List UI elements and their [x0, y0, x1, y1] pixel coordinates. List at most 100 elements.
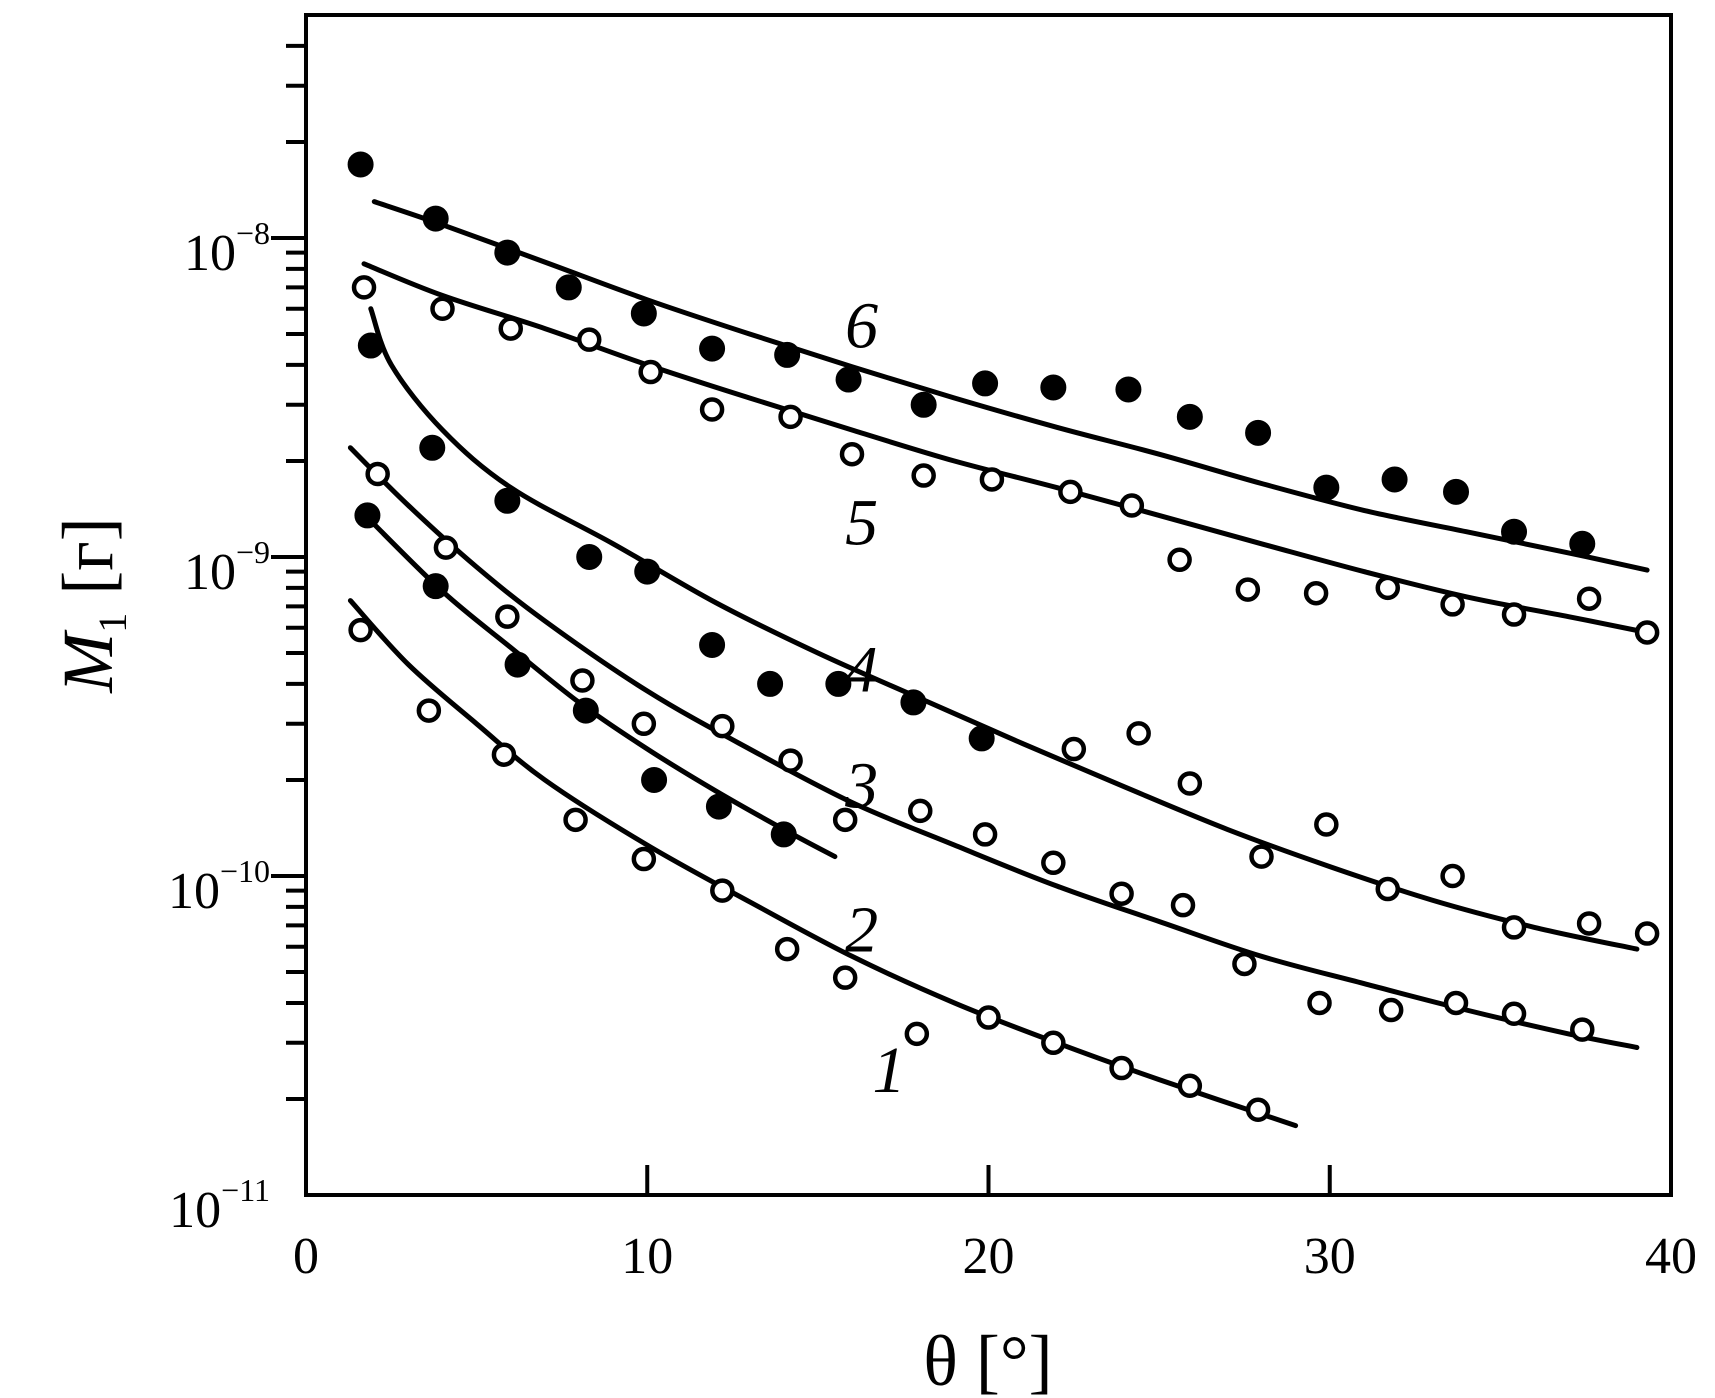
data-point-1	[1177, 1073, 1203, 1099]
data-point-5	[1119, 493, 1145, 518]
data-point-5	[699, 397, 725, 422]
data-point-3	[1170, 892, 1196, 918]
data-point-5	[1235, 577, 1261, 602]
data-point-3	[1378, 997, 1404, 1023]
data-point-2	[770, 821, 797, 848]
data-point-3	[433, 535, 459, 560]
data-point-6	[1569, 530, 1596, 557]
data-point-6	[422, 205, 449, 232]
data-point-5	[638, 359, 663, 385]
data-point-6	[1176, 403, 1203, 430]
data-point-4	[1177, 771, 1203, 796]
y-axis-unit: [г]	[48, 517, 128, 594]
data-point-1	[832, 965, 858, 990]
y-tick-label: 10−9	[184, 534, 270, 601]
data-point-4	[1440, 863, 1465, 889]
data-point-3	[908, 798, 933, 824]
data-point-1	[416, 698, 442, 723]
data-point-5	[1058, 479, 1083, 505]
data-point-1	[348, 617, 373, 643]
data-point-4	[825, 670, 852, 697]
data-point-4	[494, 487, 521, 514]
data-point-5	[1440, 592, 1465, 617]
data-point-5	[576, 327, 602, 352]
data-point-5	[430, 296, 455, 321]
data-point-6	[1245, 419, 1272, 446]
data-point-3	[365, 461, 390, 487]
y-axis-title: M1 [г]	[48, 517, 135, 693]
data-point-6	[1381, 466, 1408, 493]
curve-label-4: 4	[845, 634, 878, 707]
data-point-5	[778, 404, 803, 430]
data-point-1	[563, 807, 588, 833]
data-point-5	[1576, 586, 1602, 611]
data-point-3	[1443, 990, 1469, 1016]
data-point-5	[911, 463, 936, 488]
data-point-5	[1375, 575, 1401, 601]
data-point-4	[1634, 921, 1660, 946]
data-point-3	[1041, 850, 1066, 876]
data-point-3	[778, 748, 803, 773]
data-point-6	[555, 274, 582, 301]
curve-label-1: 1	[872, 1034, 905, 1107]
data-point-6	[1443, 478, 1470, 505]
y-tick-label: 10−11	[169, 1172, 270, 1239]
data-point-6	[494, 239, 521, 266]
data-point-4	[419, 434, 446, 461]
data-point-6	[630, 300, 657, 327]
fit-curve-5	[361, 261, 1650, 635]
data-point-1	[904, 1021, 930, 1047]
data-point-3	[710, 713, 735, 739]
data-point-3	[1109, 881, 1134, 906]
data-point-4	[1576, 911, 1602, 936]
fit-curve-3	[347, 445, 1640, 1050]
data-point-3	[1570, 1017, 1595, 1042]
data-point-4	[757, 670, 784, 697]
data-point-5	[1634, 620, 1660, 645]
data-point-4	[634, 558, 661, 585]
data-point-1	[774, 936, 800, 962]
data-point-2	[705, 793, 732, 820]
data-point-4	[1126, 721, 1151, 746]
data-point-1	[491, 742, 517, 767]
x-tick-label: 0	[293, 1228, 319, 1285]
data-point-5	[1501, 602, 1527, 627]
data-point-3	[1232, 951, 1257, 977]
x-tick-label: 20	[963, 1228, 1015, 1285]
data-point-4	[1061, 736, 1087, 762]
curve-label-2: 2	[845, 893, 878, 966]
x-axis-title: θ [°]	[923, 1321, 1052, 1398]
data-point-4	[968, 725, 995, 752]
y-axis-symbol: M	[48, 629, 128, 694]
data-point-2	[354, 502, 381, 529]
data-point-6	[347, 151, 374, 178]
data-point-4	[357, 332, 384, 359]
labels: 0 10 20 30 40 10−11 10−10 10−9 10−8 1 2 3 4 5 6	[168, 215, 1697, 1285]
data-marks	[347, 151, 1660, 1123]
data-point-2	[422, 573, 449, 600]
data-point-3	[972, 822, 998, 847]
data-point-6	[1501, 518, 1528, 545]
data-point-4	[1501, 915, 1527, 940]
data-point-4	[1375, 876, 1401, 902]
y-tick-label: 10−10	[168, 853, 270, 920]
data-point-5	[351, 275, 377, 300]
data-point-5	[498, 316, 523, 341]
x-tick-label: 10	[621, 1228, 673, 1285]
data-point-6	[699, 335, 726, 362]
data-point-2	[641, 766, 668, 793]
data-point-1	[631, 846, 657, 872]
plot-frame	[304, 13, 1673, 1197]
data-point-4	[1314, 812, 1339, 837]
data-point-6	[835, 366, 862, 393]
curve-label-5: 5	[845, 487, 878, 560]
data-point-1	[1041, 1030, 1066, 1056]
data-point-3	[570, 668, 595, 693]
x-tick-label: 30	[1304, 1228, 1356, 1285]
data-point-1	[1245, 1097, 1271, 1123]
data-point-1	[976, 1005, 1001, 1030]
x-tick-label: 40	[1645, 1228, 1697, 1285]
y-tick-label: 10−8	[184, 215, 270, 282]
data-point-2	[572, 697, 599, 724]
data-point-6	[1313, 474, 1340, 501]
